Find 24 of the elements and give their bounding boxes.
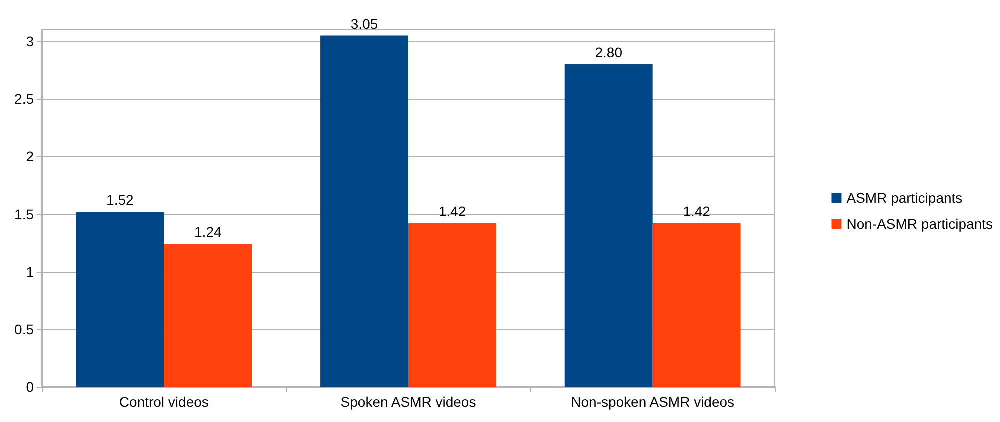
bar: [408, 223, 496, 387]
legend-label: ASMR participants: [846, 190, 963, 206]
bar: [76, 212, 164, 387]
data-label: 1.52: [106, 192, 134, 208]
bar: [652, 223, 741, 387]
legend-label: Non-ASMR participants: [846, 216, 994, 232]
data-label: 2.80: [595, 44, 623, 61]
bar: [164, 244, 252, 387]
y-tick-label: 2: [26, 148, 34, 165]
data-label: 1.42: [438, 203, 466, 220]
x-tick-label: Spoken ASMR videos: [340, 394, 476, 410]
data-label: 1.42: [683, 203, 711, 220]
data-label: 3.05: [350, 16, 378, 32]
y-tick-label: 1.5: [14, 206, 34, 222]
y-tick-label: 1: [26, 264, 34, 280]
y-tick-label: 0: [26, 379, 34, 395]
bar: [564, 64, 653, 387]
data-label: 1.24: [194, 224, 222, 240]
y-tick-label: 2.5: [14, 91, 34, 108]
bar: [320, 36, 408, 387]
y-tick-label: 0.5: [14, 321, 34, 338]
x-tick-label: Non-spoken ASMR videos: [571, 394, 735, 410]
x-tick-label: Control videos: [119, 394, 209, 410]
y-tick-label: 3: [26, 34, 34, 50]
